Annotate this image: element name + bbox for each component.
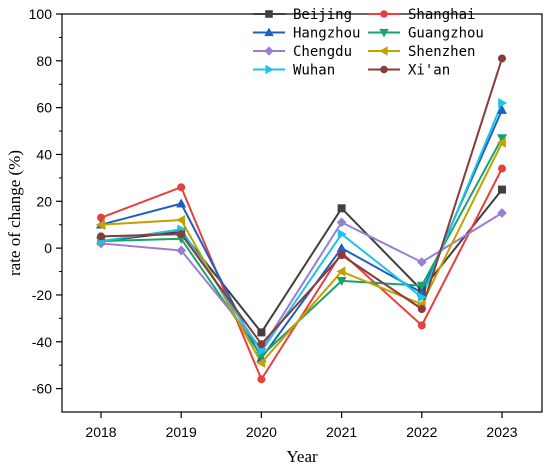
data-point (497, 134, 507, 144)
y-tick-label: -40 (32, 334, 52, 350)
legend-label: Beijing (293, 7, 352, 23)
x-tick-label: 2021 (326, 424, 357, 440)
series-line-shanghai (100, 168, 503, 381)
data-point (177, 230, 186, 239)
y-tick-label: -20 (32, 287, 52, 303)
data-point (257, 346, 267, 357)
legend-marker (265, 64, 274, 75)
data-point (497, 185, 506, 194)
plot-frame (61, 13, 543, 413)
data-point (257, 340, 266, 349)
data-point (336, 242, 347, 252)
legend-label: Xi'an (408, 63, 450, 79)
series-line-shenzhen (100, 142, 503, 364)
y-tick-label: -60 (32, 381, 52, 397)
data-point (417, 321, 426, 330)
data-point (417, 304, 426, 313)
data-point (417, 292, 427, 303)
series-line-beijing (100, 188, 503, 334)
y-tick-label: 20 (36, 193, 52, 209)
data-point (337, 251, 346, 260)
series-markers (95, 54, 508, 384)
legend-label: Shenzhen (408, 44, 475, 60)
y-axis-title: rate of change (%) (5, 150, 24, 276)
series-line-wuhan (100, 102, 503, 353)
legend-marker (379, 46, 388, 56)
data-point (336, 277, 347, 287)
data-point (498, 97, 508, 108)
series-line-chengdu (100, 212, 503, 350)
legend-label: Guangzhou (408, 26, 484, 42)
data-point (496, 137, 506, 148)
y-tick-label: 100 (29, 6, 53, 22)
data-point (176, 245, 187, 256)
data-point (95, 219, 105, 230)
legend-marker (264, 46, 274, 56)
legend-marker (380, 65, 388, 74)
y-tick-label: 40 (36, 146, 52, 162)
data-point (176, 215, 186, 226)
data-point (416, 257, 427, 268)
y-tick-label: 80 (36, 53, 52, 69)
legend-label: Chengdu (293, 44, 352, 60)
x-tick-label: 2022 (406, 424, 437, 440)
data-point (416, 281, 427, 291)
data-point (257, 375, 266, 384)
legend-marker (379, 28, 389, 38)
legend-marker (380, 10, 388, 18)
data-point (337, 229, 347, 240)
data-point (336, 217, 347, 228)
legend-marker (265, 10, 273, 18)
series-lines (100, 58, 503, 381)
data-point (497, 54, 506, 63)
data-point (257, 328, 266, 337)
x-axis-title: Year (286, 447, 318, 466)
data-point (336, 266, 346, 277)
x-tick-label: 2023 (486, 424, 517, 440)
data-point (177, 183, 186, 192)
legend-label: Hangzhou (293, 26, 360, 42)
legend-label: Shanghai (408, 7, 475, 23)
legend: Beijing Shanghai Hangzhou Guangzhou Chengdu S… (253, 7, 484, 79)
data-point (497, 164, 506, 173)
axes: -60 -40 -20 0 20 40 60 80 100 2018 2019 2020 2021 202… (29, 6, 543, 440)
x-tick-label: 2018 (85, 424, 116, 440)
data-point (176, 198, 187, 208)
x-tick-label: 2019 (166, 424, 197, 440)
data-point (256, 357, 266, 368)
y-tick-label: 60 (36, 100, 52, 116)
series-line-xian (100, 58, 503, 346)
data-point (497, 104, 507, 114)
x-tick-label: 2020 (246, 424, 277, 440)
data-point (97, 232, 106, 241)
legend-marker (264, 27, 274, 37)
data-point (497, 208, 507, 218)
legend-label: Wuhan (293, 63, 335, 79)
y-tick-label: 0 (44, 240, 52, 256)
data-point (337, 204, 346, 213)
